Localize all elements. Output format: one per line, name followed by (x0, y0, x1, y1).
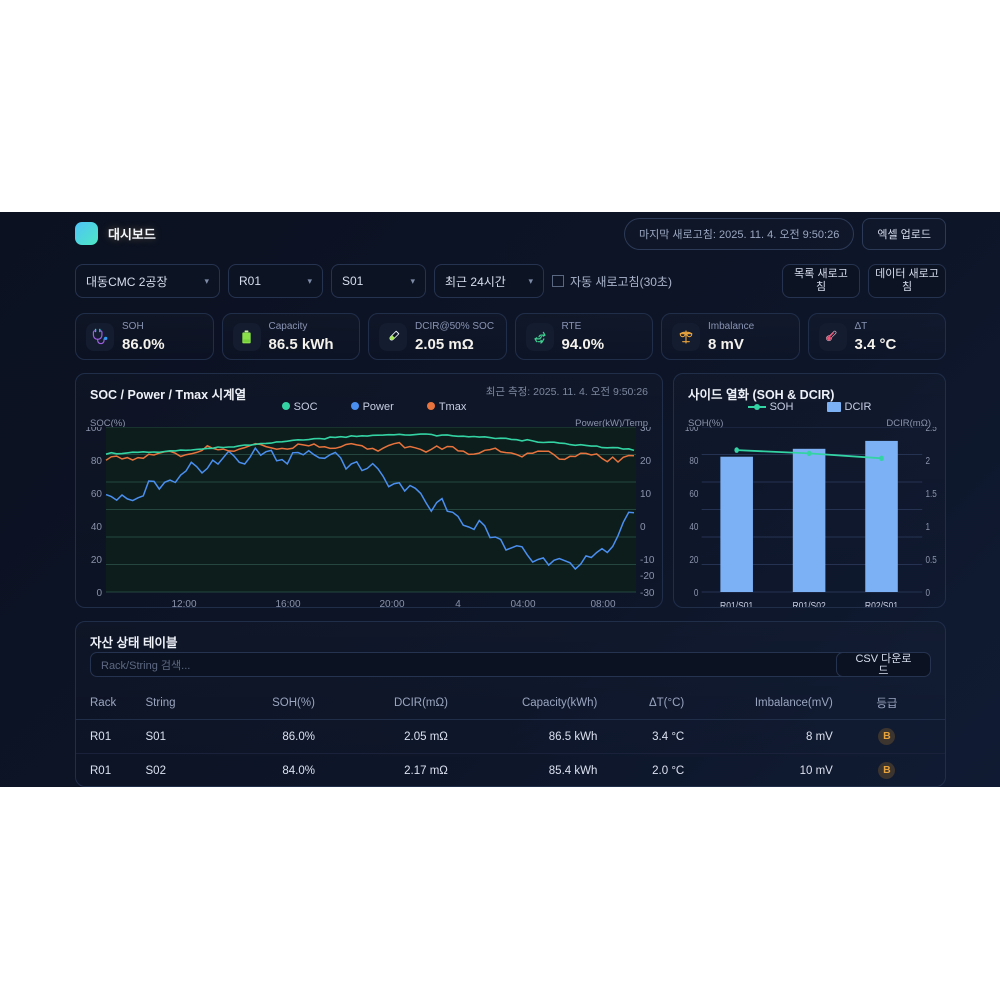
svg-text:16:00: 16:00 (275, 599, 300, 608)
svg-text:0: 0 (694, 587, 699, 598)
svg-text:12:00: 12:00 (171, 599, 196, 608)
svg-text:-20: -20 (640, 571, 655, 582)
svg-text:80: 80 (689, 455, 698, 466)
svg-text:20: 20 (640, 456, 652, 467)
svg-text:R02/S01: R02/S01 (865, 600, 898, 608)
svg-text:2: 2 (925, 455, 930, 466)
svg-text:60: 60 (689, 488, 698, 499)
svg-text:60: 60 (91, 489, 103, 500)
svg-text:0.5: 0.5 (925, 554, 936, 565)
svg-text:0: 0 (925, 587, 930, 598)
svg-text:20:00: 20:00 (379, 599, 404, 608)
svg-text:1: 1 (925, 521, 930, 532)
svg-text:1.5: 1.5 (925, 488, 936, 499)
svg-text:4: 4 (455, 599, 461, 608)
svg-text:20: 20 (91, 555, 103, 566)
svg-text:40: 40 (689, 521, 698, 532)
svg-text:-10: -10 (640, 555, 655, 566)
svg-text:40: 40 (91, 522, 103, 533)
svg-text:08:00: 08:00 (590, 599, 615, 608)
svg-text:-30: -30 (640, 588, 655, 599)
svg-text:100: 100 (685, 427, 699, 433)
svg-text:R01/S02: R01/S02 (792, 600, 825, 608)
svg-text:80: 80 (91, 456, 103, 467)
svg-text:30: 30 (640, 427, 652, 434)
svg-text:0: 0 (96, 588, 102, 599)
svg-text:0: 0 (640, 522, 646, 533)
svg-text:10: 10 (640, 489, 652, 500)
svg-text:2.5: 2.5 (925, 427, 936, 433)
svg-text:R01/S01: R01/S01 (720, 600, 753, 608)
svg-text:100: 100 (85, 427, 102, 434)
svg-text:04:00: 04:00 (510, 599, 535, 608)
svg-text:20: 20 (689, 554, 698, 565)
